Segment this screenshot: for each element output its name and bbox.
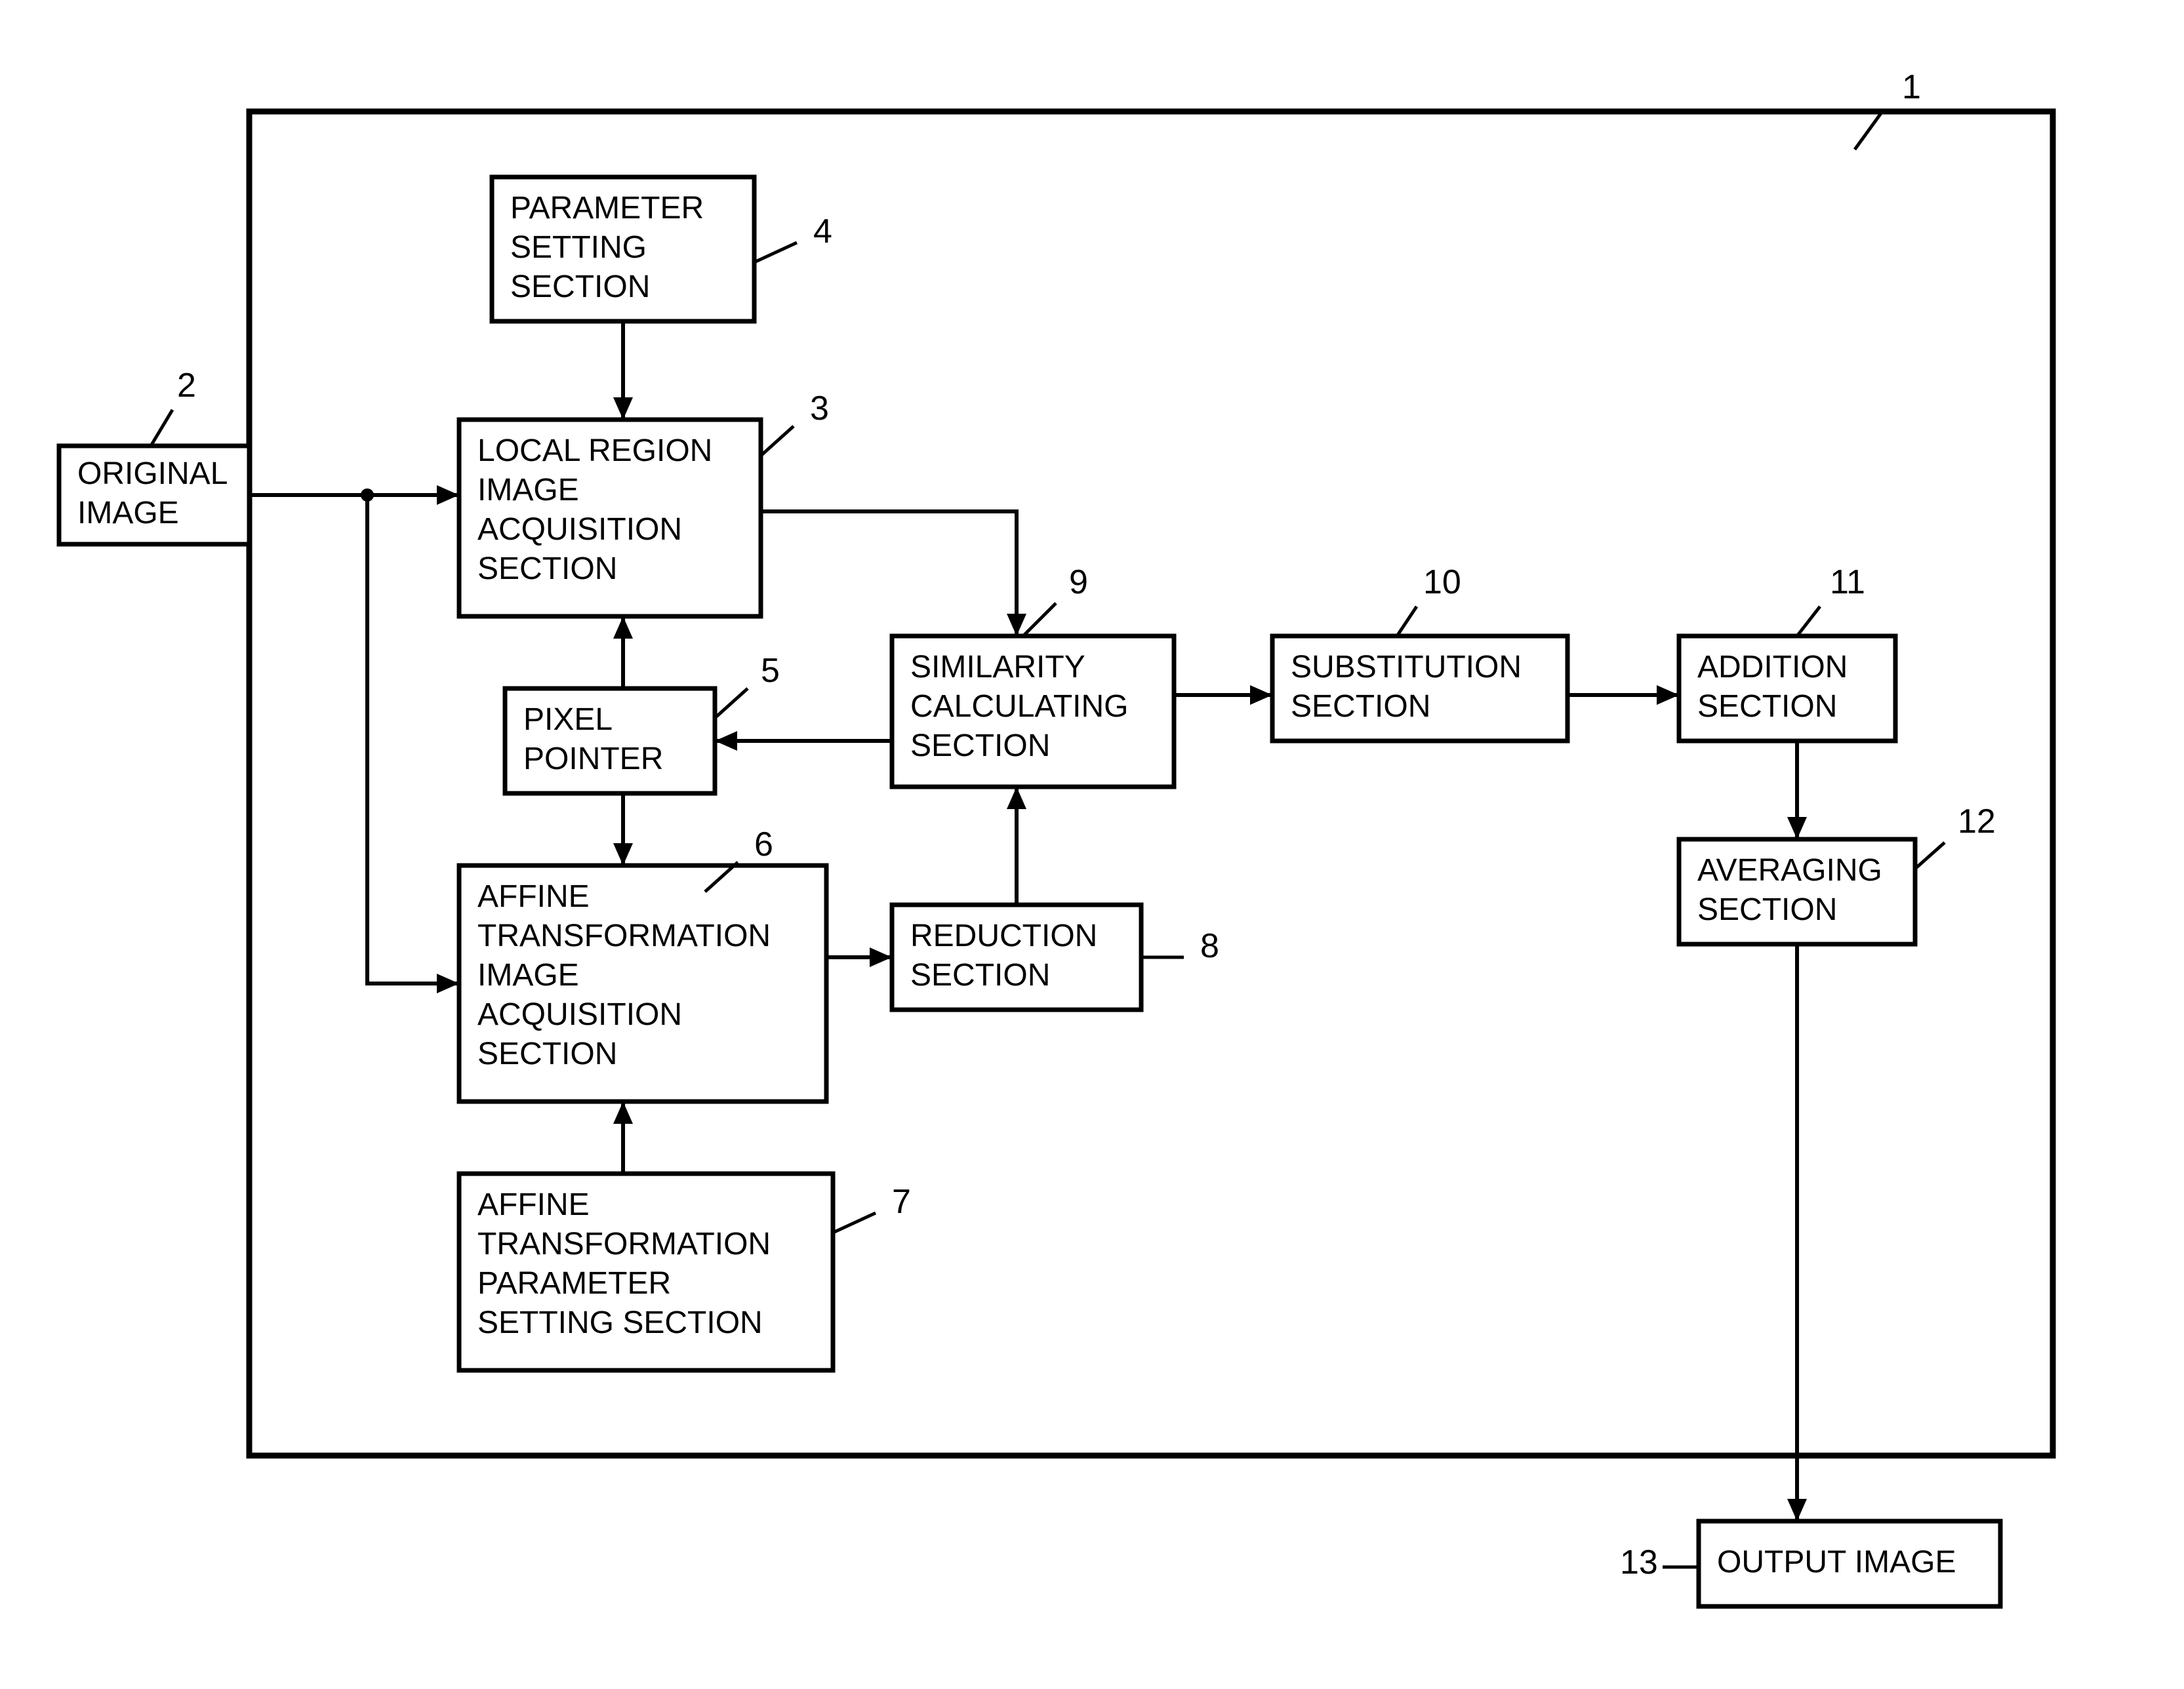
block-label: ACQUISITION [477,512,682,547]
block-label: PARAMETER [477,1266,671,1301]
flowchart-svg: ORIGINALIMAGEPARAMETERSETTINGSECTIONLOCA… [0,0,2184,1689]
block-label: CALCULATING [910,689,1129,724]
block-label: LOCAL REGION [477,433,712,468]
block-label: SETTING [510,230,647,265]
ref-number-10: 10 [1423,563,1461,601]
ref-number-4: 4 [813,212,832,250]
block-n10: SUBSTITUTION SECTION [1272,636,1567,741]
ref-number-5: 5 [761,652,780,690]
block-n8: REDUCTION SECTION [892,905,1141,1010]
ref-number-6: 6 [754,825,773,864]
block-label: POINTER [523,742,663,776]
ref-number-12: 12 [1958,803,1996,841]
block-label: SECTION [1697,689,1837,724]
block-label: IMAGE [477,958,579,993]
block-label: ADDITION [1697,650,1848,685]
ref-number-11: 11 [1830,563,1865,601]
block-label: SECTION [910,728,1050,763]
block-n6: AFFINE TRANSFORMATION IMAGE ACQUISITION SECT… [459,865,826,1102]
block-label: SETTING SECTION [477,1305,763,1340]
block-n3: LOCAL REGION IMAGE ACQUISITION SECTION [459,420,761,616]
ref-number-13: 13 [1620,1543,1658,1581]
ref-number-3: 3 [810,389,829,427]
ref-number-2: 2 [177,367,196,405]
block-label: SECTION [510,269,650,304]
block-label: ACQUISITION [477,997,682,1032]
block-label: ORIGINAL [77,456,228,491]
block-label: TRANSFORMATION [477,1227,771,1262]
ref-number-7: 7 [892,1183,911,1221]
block-n5: PIXEL POINTER [505,688,715,793]
block-label: SUBSTITUTION [1291,650,1522,685]
block-n13: OUTPUT IMAGE [1699,1521,2000,1606]
block-n4: PARAMETER SETTING SECTION [492,177,754,321]
block-label: SECTION [1697,892,1837,927]
block-label: AVERAGING [1697,853,1882,888]
ref-number-8: 8 [1200,927,1219,965]
block-label: AFFINE [477,879,590,914]
block-n12: AVERAGING SECTION [1679,839,1915,944]
block-label: AFFINE [477,1187,590,1222]
block-n2: ORIGINAL IMAGE [59,446,249,544]
block-label: PARAMETER [510,191,704,226]
ref-number-1: 1 [1902,68,1921,106]
block-label: PIXEL [523,702,613,737]
block-label: OUTPUT IMAGE [1717,1545,1956,1580]
block-label: SECTION [477,551,617,586]
block-label: REDUCTION [910,919,1097,953]
block-label: SECTION [477,1037,617,1071]
block-label: IMAGE [77,496,179,530]
block-label: SIMILARITY [910,650,1085,685]
block-label: SECTION [910,958,1050,993]
block-n9: SIMILARITY CALCULATING SECTION [892,636,1174,787]
block-label: IMAGE [477,473,579,507]
block-n7: AFFINE TRANSFORMATION PARAMETER SETTING SEC… [459,1174,833,1370]
diagram-root: ORIGINALIMAGEPARAMETERSETTINGSECTIONLOCA… [0,0,2184,1689]
block-label: SECTION [1291,689,1430,724]
block-label: TRANSFORMATION [477,919,771,953]
block-n11: ADDITION SECTION [1679,636,1895,741]
ref-number-9: 9 [1069,563,1088,601]
